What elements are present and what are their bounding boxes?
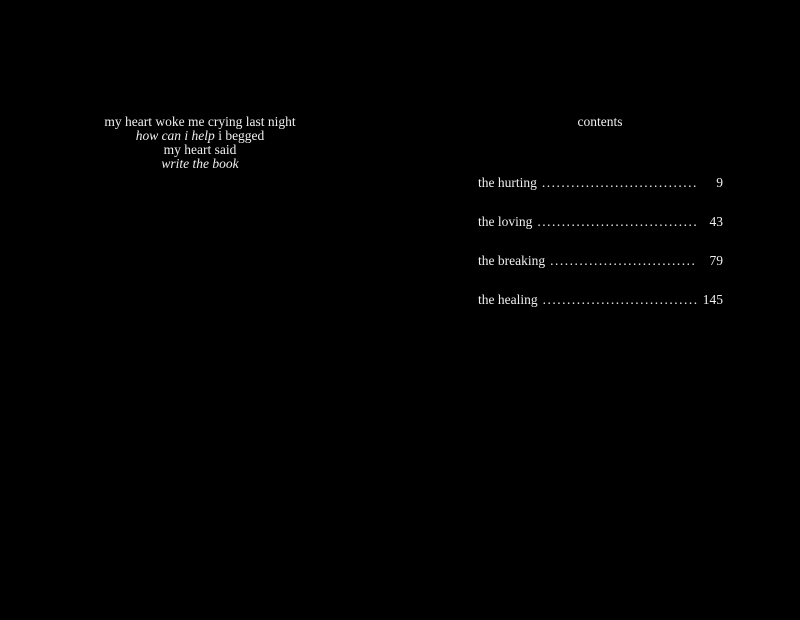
poem-line-2-regular-segment: i begged (214, 128, 265, 143)
toc-entry-the-loving: the loving .............................… (478, 215, 723, 229)
poem-line-4: write the book (161, 156, 239, 171)
toc-leader-dots: ........................................… (537, 215, 697, 229)
contents-title: contents (577, 114, 623, 129)
toc-page-number: 9 (716, 175, 723, 190)
poem-line-2: how can i help i begged (0, 129, 400, 143)
poem-line-2-italic-segment: how can i help (135, 128, 215, 143)
poem-line-3: my heart said (163, 142, 237, 157)
toc-page-number: 43 (709, 214, 724, 229)
toc-entry-the-healing: the healing ............................… (478, 293, 723, 307)
toc-entry-label: the hurting (478, 175, 537, 190)
toc-entry-label: the loving (478, 214, 533, 229)
toc-leader-dots: ........................................… (542, 293, 697, 307)
toc-page-number: 145 (702, 292, 723, 307)
table-of-contents: the hurting ............................… (478, 176, 723, 307)
toc-entry-label: the breaking (478, 253, 546, 268)
left-page: my heart woke me crying last night how c… (0, 115, 400, 171)
toc-leader-dots: ........................................… (550, 254, 697, 268)
poem: my heart woke me crying last night how c… (0, 115, 400, 171)
toc-entry-label: the healing (478, 292, 538, 307)
toc-page-number: 79 (709, 253, 724, 268)
right-page: contents the hurting ...................… (400, 0, 800, 620)
poem-line-1: my heart woke me crying last night (104, 114, 296, 129)
toc-entry-the-breaking: the breaking ...........................… (478, 254, 723, 268)
toc-leader-dots: ........................................… (541, 176, 697, 190)
toc-entry-the-hurting: the hurting ............................… (478, 176, 723, 190)
